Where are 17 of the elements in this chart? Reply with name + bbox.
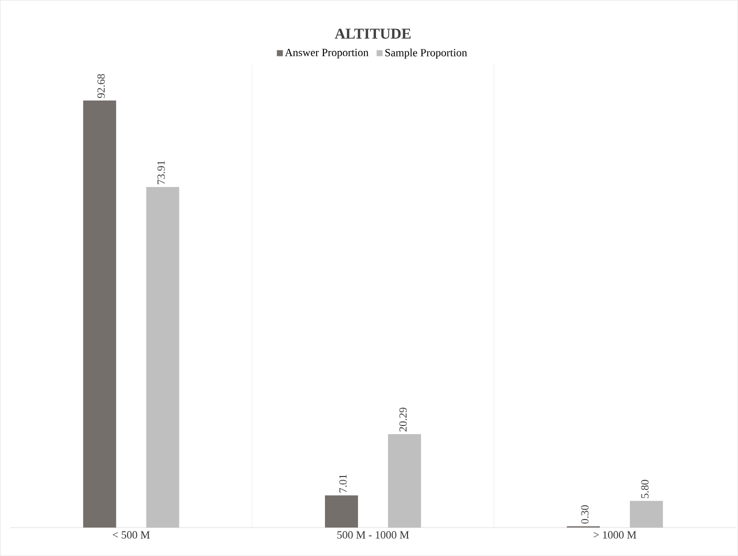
- bar: [83, 100, 116, 528]
- bar: [146, 187, 180, 528]
- data-label: 92.68: [97, 74, 105, 98]
- data-label: 5.80: [641, 480, 649, 498]
- x-tick-label: 500 M - 1000 M: [337, 531, 409, 539]
- data-label: 20.29: [399, 408, 407, 432]
- x-tick-label: > 1000 M: [594, 531, 636, 539]
- legend-label: Answer Proportion: [284, 48, 368, 58]
- data-label: 0.30: [581, 505, 589, 524]
- bar: [388, 434, 422, 528]
- legend-label: Sample Proportion: [385, 48, 467, 59]
- bar: [324, 495, 358, 528]
- bar: [630, 500, 663, 528]
- chart-title: ALTITUDE: [334, 28, 411, 39]
- data-label: 7.01: [339, 474, 347, 492]
- x-tick-label: < 500 M: [112, 531, 150, 539]
- data-label: 73.91: [157, 160, 165, 184]
